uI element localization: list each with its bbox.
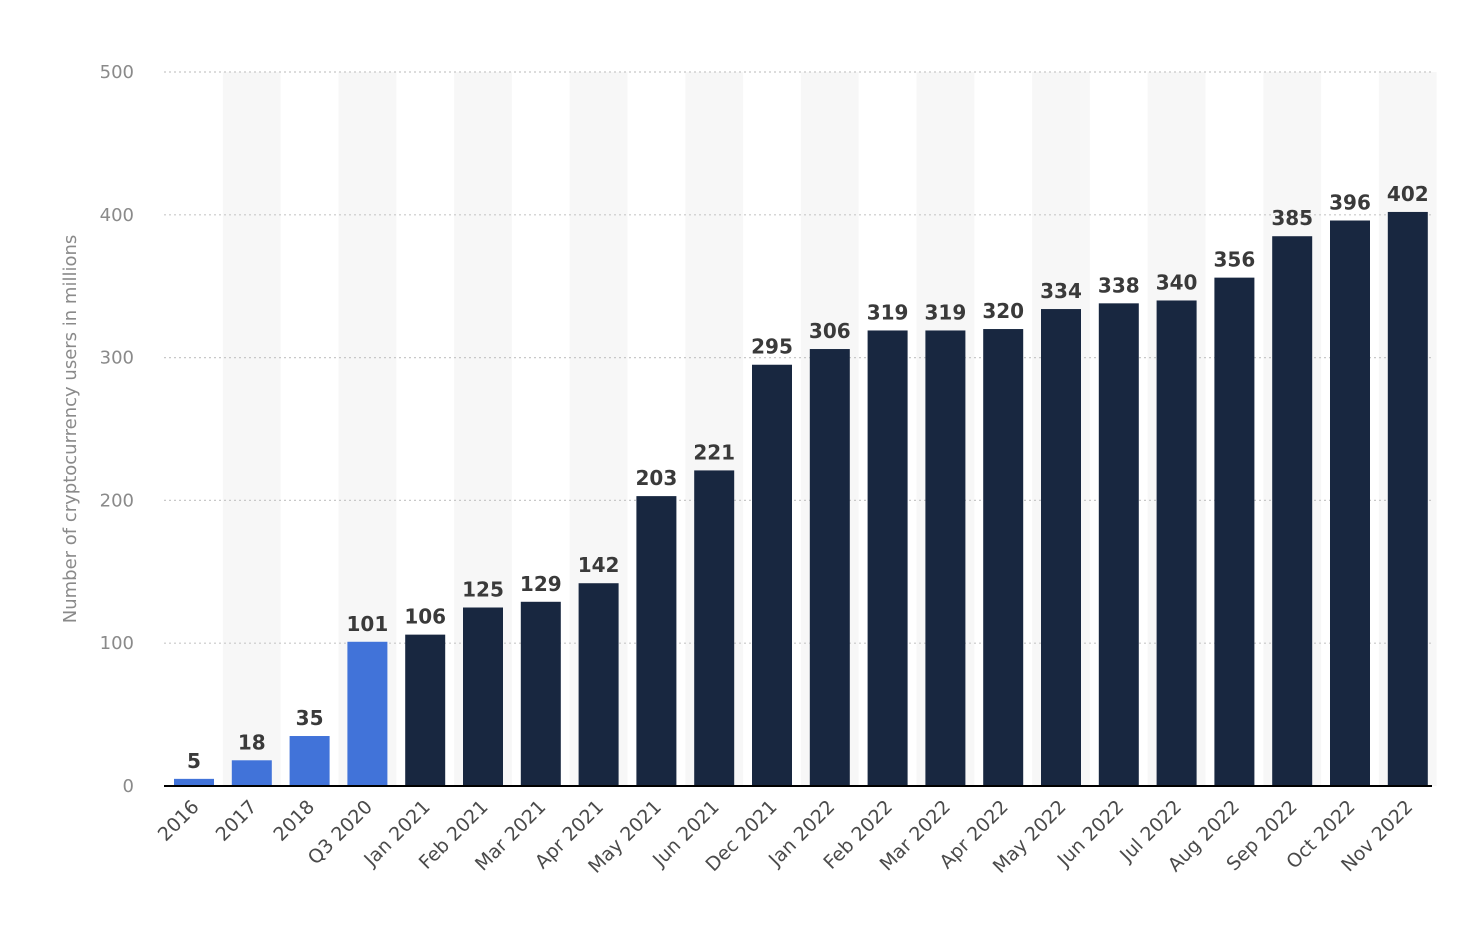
bar[interactable]: [752, 364, 792, 786]
value-label: 203: [636, 466, 678, 490]
y-tick-label: 0: [123, 776, 134, 797]
value-label: 402: [1387, 182, 1429, 206]
value-label: 221: [693, 440, 735, 464]
bar[interactable]: [1272, 236, 1313, 787]
x-tick-label: 2018: [269, 796, 319, 846]
value-label: 396: [1329, 191, 1371, 215]
bar[interactable]: [520, 601, 561, 786]
x-tick-label: 2017: [212, 796, 262, 846]
bar[interactable]: [809, 349, 850, 786]
value-label: 101: [347, 612, 389, 636]
bar[interactable]: [405, 634, 446, 786]
bar[interactable]: [289, 736, 330, 786]
bar[interactable]: [1387, 211, 1428, 787]
bar[interactable]: [925, 330, 966, 786]
y-tick-label: 100: [100, 633, 134, 654]
bar[interactable]: [1214, 277, 1255, 786]
value-label: 338: [1098, 273, 1140, 297]
value-label: 129: [520, 572, 562, 596]
bar[interactable]: [636, 496, 677, 786]
y-axis-ticks: 0 100 200 300 400 500: [100, 62, 134, 797]
bar[interactable]: [174, 778, 214, 786]
value-label: 356: [1214, 248, 1256, 272]
value-label: 334: [1040, 279, 1082, 303]
value-label: 5: [187, 749, 201, 773]
bar[interactable]: [867, 330, 908, 786]
value-label: 319: [925, 300, 967, 324]
value-label: 319: [867, 300, 909, 324]
value-label: 142: [578, 553, 620, 577]
y-axis-title: Number of cryptocurrency users in millio…: [60, 235, 81, 624]
bar[interactable]: [1041, 309, 1081, 786]
value-label: 340: [1156, 270, 1198, 294]
bar[interactable]: [1156, 300, 1197, 786]
value-label: 320: [982, 299, 1024, 323]
value-label: 18: [238, 730, 266, 754]
bars: [174, 211, 1428, 787]
y-tick-label: 200: [100, 490, 134, 511]
value-label: 295: [751, 335, 793, 359]
y-tick-label: 500: [100, 62, 134, 83]
bar[interactable]: [347, 641, 388, 786]
bar[interactable]: [1330, 220, 1370, 787]
bar[interactable]: [694, 470, 735, 786]
bar[interactable]: [231, 760, 272, 786]
y-tick-label: 400: [100, 205, 134, 226]
bar[interactable]: [463, 607, 503, 787]
value-label: 35: [296, 706, 324, 730]
x-tick-label: 2016: [154, 796, 204, 846]
value-label: 125: [462, 578, 504, 602]
value-label: 385: [1271, 206, 1313, 230]
bar[interactable]: [578, 583, 619, 786]
column-stripe: [222, 72, 281, 786]
bar[interactable]: [1098, 303, 1139, 786]
value-label: 306: [809, 319, 851, 343]
bar[interactable]: [983, 329, 1024, 786]
y-tick-label: 300: [100, 348, 134, 369]
value-label: 106: [404, 605, 446, 629]
value-labels: 5 18 35 101 106 125 129 142 203 221 295 306 319 319 32…: [187, 182, 1429, 773]
